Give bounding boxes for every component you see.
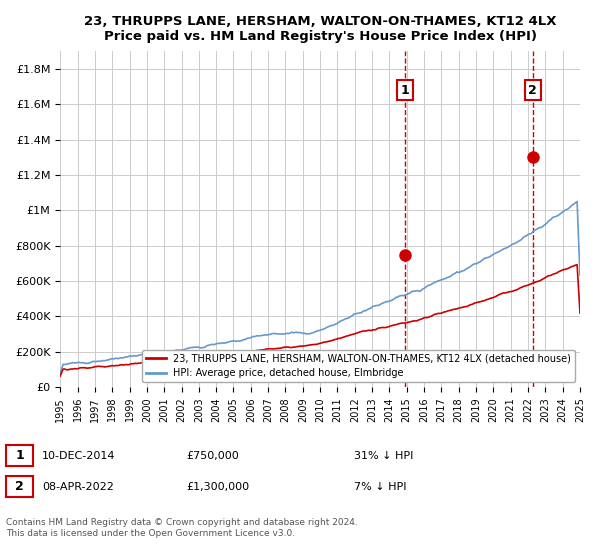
Text: 7% ↓ HPI: 7% ↓ HPI	[354, 482, 407, 492]
Text: Contains HM Land Registry data © Crown copyright and database right 2024.
This d: Contains HM Land Registry data © Crown c…	[6, 518, 358, 538]
Text: £750,000: £750,000	[186, 451, 239, 461]
Text: 08-APR-2022: 08-APR-2022	[42, 482, 114, 492]
Legend: 23, THRUPPS LANE, HERSHAM, WALTON-ON-THAMES, KT12 4LX (detached house), HPI: Ave: 23, THRUPPS LANE, HERSHAM, WALTON-ON-THA…	[142, 349, 575, 382]
Title: 23, THRUPPS LANE, HERSHAM, WALTON-ON-THAMES, KT12 4LX
Price paid vs. HM Land Reg: 23, THRUPPS LANE, HERSHAM, WALTON-ON-THA…	[84, 15, 556, 43]
Text: £1,300,000: £1,300,000	[186, 482, 249, 492]
Text: 1: 1	[15, 449, 24, 463]
Text: 2: 2	[529, 83, 537, 96]
Text: 10-DEC-2014: 10-DEC-2014	[42, 451, 115, 461]
Text: 2: 2	[15, 480, 24, 493]
Text: 1: 1	[401, 83, 410, 96]
Text: 31% ↓ HPI: 31% ↓ HPI	[354, 451, 413, 461]
